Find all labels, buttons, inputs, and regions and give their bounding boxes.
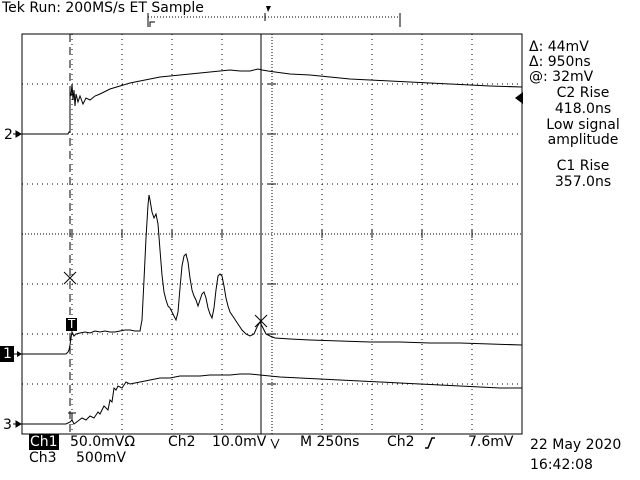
delta-voltage-readout: Δ: 44mV: [529, 39, 589, 55]
ch3-scale: 500mV: [76, 450, 126, 466]
note-line-1: Low signal: [546, 117, 620, 133]
ch1-label: Ch1: [29, 434, 59, 450]
delta-time-readout: Δ: 950ns: [529, 54, 591, 70]
graticule-center-axes: [22, 34, 522, 434]
brand-label: Tek: [2, 0, 25, 16]
c2-rise-label: C2 Rise: [556, 85, 610, 101]
ch3-label: Ch3: [29, 450, 57, 466]
cursor-2-x-marker[interactable]: [254, 314, 268, 328]
trigger-point-marker: [66, 318, 77, 331]
trigger-level: 7.6mV: [468, 434, 514, 450]
ch3-ground-marker-icon: [13, 420, 22, 428]
date-readout: 22 May 2020: [530, 437, 622, 453]
trigger-marker-label: T: [68, 317, 76, 331]
note-line-2: amplitude: [547, 132, 619, 148]
ch3-trace: [22, 373, 522, 425]
ch3-trigger-tick-icon: [68, 412, 76, 420]
ch2-marker-label: 2: [4, 127, 13, 143]
header-status: Tek Run: 200MS/s ET Sample: [2, 0, 204, 16]
ch1-scale: 50.0mVΩ: [70, 434, 136, 450]
ch1-ground-marker-icon: [0, 346, 22, 362]
bandwidth-limit-icon: [270, 438, 280, 450]
cursor-voltage-readout: @: 32mV: [529, 69, 594, 85]
trigger-position-icon: [266, 6, 271, 12]
rising-edge-icon: [425, 437, 435, 449]
acquisition-status: Run: 200MS/s ET Sample: [29, 0, 204, 16]
timebase-readout: M 250ns: [300, 434, 360, 450]
trigger-level-arrow-icon: [515, 92, 523, 104]
c2-rise-value: 418.0ns: [554, 101, 612, 117]
time-readout: 16:42:08: [530, 457, 593, 473]
trigger-source: Ch2: [387, 434, 415, 450]
c1-rise-label: C1 Rise: [556, 158, 610, 174]
record-bracket: [147, 13, 401, 27]
ch2-trace: [22, 68, 523, 135]
ch2-label: Ch2: [168, 434, 196, 450]
ch1-marker-label: 1: [3, 346, 12, 362]
c1-rise-value: 357.0ns: [554, 174, 612, 190]
ch1-trace: [22, 194, 523, 355]
ch3-marker-label: 3: [3, 417, 12, 433]
ch2-ground-marker-icon: [13, 130, 22, 138]
ch2-scale: 10.0mV: [212, 434, 267, 450]
cursor-1-x-marker[interactable]: [63, 271, 77, 285]
